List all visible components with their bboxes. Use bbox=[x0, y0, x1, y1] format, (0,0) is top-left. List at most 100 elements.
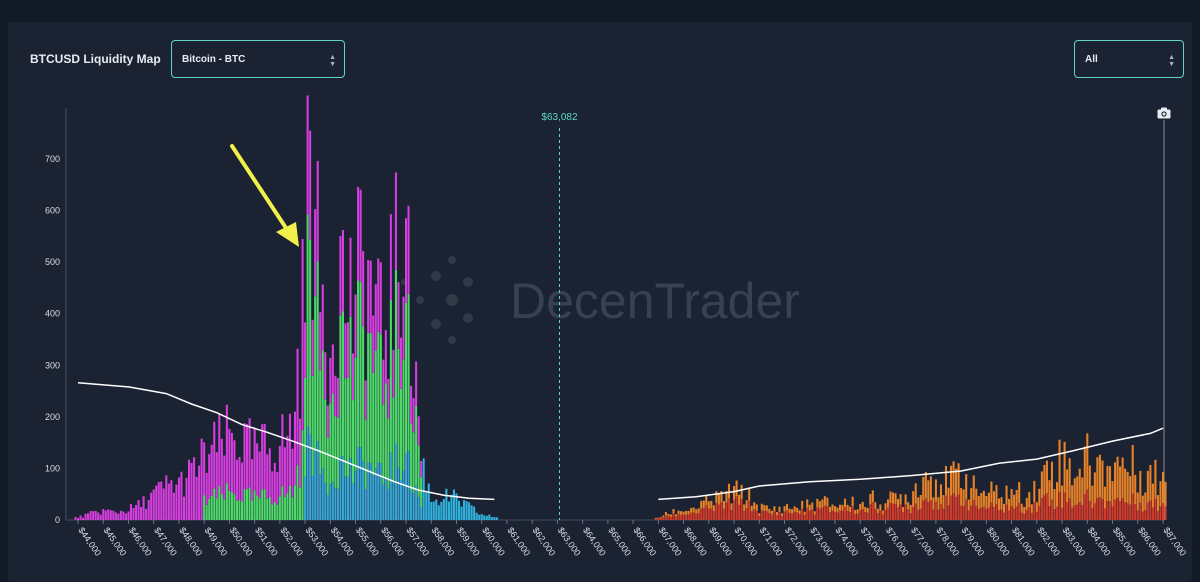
x-tick-label: $47,000 bbox=[152, 525, 179, 557]
x-tick-label: $72,000 bbox=[783, 525, 810, 557]
short-bar-orange bbox=[924, 472, 927, 499]
short-bar-red bbox=[1025, 510, 1028, 520]
y-tick-label: 0 bbox=[55, 515, 60, 525]
long-bar-magenta bbox=[311, 319, 314, 376]
short-bar-orange bbox=[750, 505, 753, 512]
y-tick-label: 100 bbox=[45, 463, 60, 473]
short-bar-orange bbox=[755, 504, 758, 511]
short-bar-orange bbox=[657, 517, 660, 519]
long-bar-green bbox=[218, 486, 221, 520]
short-bar-orange bbox=[871, 490, 874, 503]
long-bar-small bbox=[480, 514, 483, 520]
short-bar-orange bbox=[806, 499, 809, 508]
short-bar-orange bbox=[864, 506, 867, 513]
short-bar-orange bbox=[939, 484, 942, 504]
long-bar-magenta bbox=[394, 172, 397, 270]
short-bar-orange bbox=[700, 500, 703, 509]
short-bar-red bbox=[869, 504, 872, 520]
short-bar-orange bbox=[1111, 481, 1114, 507]
long-bar-magenta bbox=[331, 344, 334, 394]
x-tick-label: $75,000 bbox=[859, 525, 886, 557]
long-bar-small bbox=[445, 488, 448, 520]
short-bar-orange bbox=[1093, 472, 1096, 504]
short-bar-orange bbox=[985, 496, 988, 510]
long-bar-magenta bbox=[137, 500, 140, 520]
x-tick-label: $49,000 bbox=[203, 525, 230, 557]
short-bar-red bbox=[1038, 505, 1041, 520]
long-bar-magenta bbox=[109, 510, 112, 520]
short-bar-red bbox=[1003, 512, 1006, 520]
short-bar-red bbox=[907, 509, 910, 520]
long-bar-green bbox=[215, 498, 218, 520]
short-bar-orange bbox=[912, 491, 915, 508]
short-bar-red bbox=[962, 506, 965, 520]
long-bar-blue bbox=[341, 456, 344, 520]
long-bar-small bbox=[427, 483, 430, 520]
long-bar-magenta bbox=[215, 452, 218, 499]
short-bar-red bbox=[722, 508, 725, 520]
short-bar-orange bbox=[725, 491, 728, 503]
short-bar-orange bbox=[1161, 471, 1165, 504]
short-bar-red bbox=[750, 511, 753, 520]
short-bar-orange bbox=[687, 510, 690, 515]
long-bar-green bbox=[223, 499, 226, 520]
long-bar-green bbox=[417, 445, 420, 498]
short-bar-red bbox=[1111, 506, 1114, 520]
short-bar-orange bbox=[669, 514, 672, 517]
short-bar-orange bbox=[1058, 439, 1061, 492]
short-bar-red bbox=[1083, 494, 1086, 520]
long-bar-magenta bbox=[309, 130, 312, 240]
short-bar-orange bbox=[1126, 471, 1129, 504]
short-bar-red bbox=[753, 509, 756, 520]
short-bar-orange bbox=[1108, 466, 1112, 502]
short-bar-red bbox=[1156, 511, 1159, 520]
long-bar-blue bbox=[402, 470, 405, 520]
camera-icon[interactable] bbox=[1157, 107, 1171, 119]
short-bar-red bbox=[1146, 502, 1149, 520]
long-bar-magenta bbox=[127, 511, 130, 520]
short-bar-red bbox=[796, 512, 799, 520]
short-bar-red bbox=[844, 507, 847, 520]
short-bar-orange bbox=[672, 509, 675, 514]
short-bar-red bbox=[894, 503, 897, 520]
short-bar-red bbox=[849, 512, 852, 520]
annotation-arrow bbox=[230, 144, 299, 247]
short-bar-red bbox=[859, 510, 862, 520]
long-bar-magenta bbox=[415, 361, 418, 406]
long-bar-magenta bbox=[135, 504, 138, 520]
short-bar-orange bbox=[1071, 485, 1074, 508]
long-bar-small bbox=[450, 494, 453, 520]
short-bar-red bbox=[897, 507, 900, 520]
long-bar-magenta bbox=[195, 476, 198, 520]
x-tick-label: $87,000 bbox=[1161, 525, 1188, 557]
short-bar-red bbox=[692, 512, 695, 520]
long-bar-blue bbox=[306, 426, 309, 520]
up-down-chevron-icon: ▲ ▼ bbox=[1168, 54, 1175, 68]
short-bar-red bbox=[733, 499, 736, 520]
long-bar-blue bbox=[379, 463, 382, 520]
short-bar-red bbox=[725, 502, 728, 520]
long-bar-green bbox=[362, 326, 365, 461]
long-bar-small bbox=[490, 517, 493, 520]
long-bar-green bbox=[213, 488, 216, 520]
short-bar-orange bbox=[889, 491, 892, 503]
range-select[interactable]: All ▲ ▼ bbox=[1074, 40, 1184, 78]
short-bar-orange bbox=[1106, 465, 1109, 502]
asset-select[interactable]: Bitcoin - BTC ▲ ▼ bbox=[171, 40, 345, 78]
long-bar-magenta bbox=[316, 161, 319, 262]
short-bar-red bbox=[1045, 493, 1048, 520]
long-bar-green bbox=[293, 485, 297, 520]
long-bar-green bbox=[311, 375, 314, 476]
long-bar-magenta bbox=[187, 459, 191, 520]
long-bar-magenta bbox=[374, 284, 377, 351]
short-bar-red bbox=[697, 513, 700, 520]
long-bar-blue bbox=[339, 457, 342, 520]
x-tick-label: $64,000 bbox=[581, 525, 608, 557]
short-bar-red bbox=[937, 509, 940, 520]
long-bar-magenta bbox=[344, 323, 347, 379]
short-bar-red bbox=[934, 501, 937, 520]
short-bar-orange bbox=[773, 506, 776, 512]
short-bar-red bbox=[1018, 502, 1021, 520]
long-bar-magenta bbox=[334, 375, 337, 417]
